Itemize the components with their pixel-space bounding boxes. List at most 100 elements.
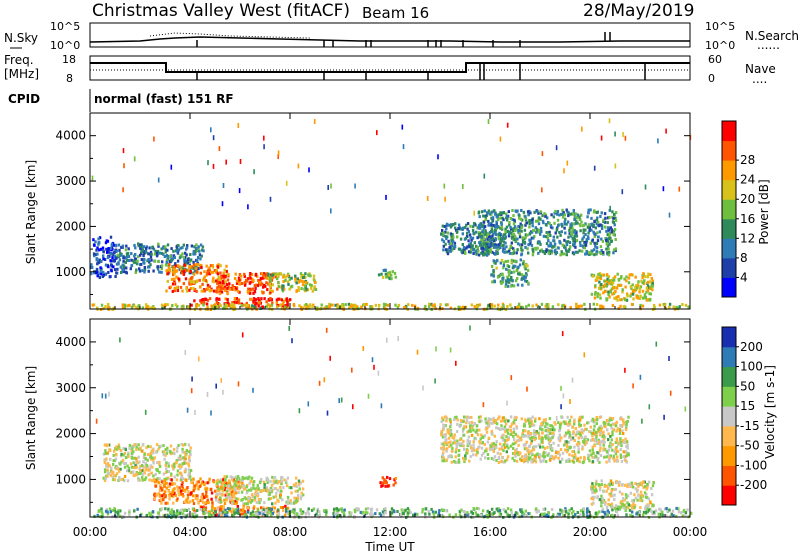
- heatmap-cell: [142, 460, 145, 464]
- heatmap-cell: [268, 491, 271, 495]
- heatmap-cell: [185, 262, 188, 266]
- heatmap-cell: [592, 419, 595, 423]
- heatmap-cell: [539, 217, 542, 221]
- heatmap-cell: [511, 233, 514, 237]
- heatmap-cell: [193, 484, 196, 488]
- heatmap-cell: [480, 246, 483, 250]
- heatmap-cell: [618, 429, 622, 433]
- heatmap-cell: [487, 239, 490, 243]
- heatmap-cell: [563, 226, 566, 230]
- heatmap-cell: [498, 213, 501, 217]
- heatmap-cell: [475, 244, 478, 248]
- heatmap-cell: [203, 270, 206, 274]
- heatmap-cell: [586, 225, 590, 229]
- heatmap-cell: [542, 451, 546, 455]
- nsky-left-tick-top: 10^5: [50, 20, 80, 33]
- colorbar-swatch: [722, 199, 736, 220]
- heatmap-cell: [466, 415, 469, 419]
- heatmap-cell: [202, 300, 206, 304]
- y-tick-label: 3000: [55, 174, 86, 188]
- heatmap-cell: [549, 241, 552, 245]
- heatmap-cell: [530, 449, 533, 453]
- heatmap-cell: [162, 304, 165, 308]
- heatmap-cell: [635, 284, 638, 288]
- heatmap-cell: [104, 305, 107, 309]
- heatmap-cell: [620, 424, 624, 428]
- heatmap-cell: [478, 215, 481, 219]
- heatmap-cell: [549, 447, 552, 451]
- heatmap-cell: [476, 245, 479, 249]
- heatmap-cell: [205, 495, 209, 498]
- heatmap-cell: [587, 453, 590, 457]
- heatmap-cell: [149, 464, 152, 468]
- heatmap-cell: [158, 460, 161, 464]
- heatmap-cell: [215, 492, 218, 496]
- heatmap-cell: [246, 290, 250, 293]
- heatmap-cell: [593, 424, 596, 428]
- heatmap-cell: [152, 448, 155, 452]
- heatmap-cell: [592, 302, 595, 306]
- heatmap-cell: [469, 236, 472, 239]
- heatmap-cell: [445, 449, 448, 453]
- heatmap-cell: [171, 289, 174, 293]
- heatmap-cell: [599, 486, 602, 490]
- heatmap-cell: [480, 433, 483, 437]
- heatmap-cell: [148, 478, 151, 482]
- heatmap-cell: [574, 222, 577, 226]
- heatmap-cell: [177, 248, 181, 252]
- heatmap-cell: [225, 306, 228, 310]
- heatmap-cell: [594, 291, 597, 294]
- heatmap-cell: [269, 497, 272, 500]
- heatmap-cell: [130, 456, 134, 459]
- heatmap-cell: [297, 280, 301, 284]
- heatmap-cell: [532, 228, 535, 232]
- heatmap-cell: [165, 289, 168, 293]
- heatmap-cell: [208, 266, 211, 270]
- heatmap-cell: [167, 470, 170, 473]
- heatmap-cell: [463, 415, 466, 419]
- heatmap-cell: [642, 510, 646, 514]
- heatmap-cell: [528, 421, 531, 425]
- heatmap-cell: [394, 481, 397, 485]
- heatmap-cell: [176, 264, 180, 268]
- heatmap-cell: [505, 218, 509, 222]
- heatmap-cell: [200, 301, 203, 305]
- heatmap-cell: [212, 514, 215, 517]
- heatmap-cell: [240, 304, 243, 307]
- heatmap-cell: [601, 439, 605, 443]
- heatmap-cell: [448, 242, 451, 246]
- heatmap-cell: [571, 436, 575, 440]
- heatmap-cell: [582, 429, 585, 433]
- heatmap-cell: [599, 446, 602, 450]
- heatmap-cell: [499, 216, 502, 220]
- heatmap-cell: [198, 249, 201, 253]
- heatmap-cell: [595, 435, 598, 439]
- heatmap-cell: [568, 247, 571, 251]
- heatmap-cell: [597, 273, 600, 276]
- heatmap-cell: [598, 460, 601, 464]
- heatmap-cell: [123, 264, 126, 268]
- heatmap-cell: [234, 475, 238, 479]
- heatmap-cell: [476, 236, 479, 240]
- heatmap-cell: [619, 424, 622, 427]
- heatmap-cell: [490, 432, 494, 435]
- heatmap-cell: [650, 276, 653, 280]
- heatmap-cell: [447, 454, 451, 458]
- heatmap-cell: [578, 415, 582, 419]
- heatmap-cell: [539, 427, 542, 431]
- heatmap-cell: [505, 438, 509, 442]
- heatmap-cell: [465, 223, 468, 227]
- heatmap-cell: [558, 240, 561, 244]
- heatmap-cell: [217, 500, 220, 504]
- heatmap-cell: [161, 306, 164, 310]
- heatmap-cell: [176, 485, 179, 489]
- heatmap-cell: [157, 242, 160, 246]
- heatmap-cell: [119, 449, 123, 452]
- heatmap-cell: [603, 283, 607, 287]
- heatmap-cell: [562, 420, 566, 424]
- heatmap-cell: [124, 270, 128, 274]
- heatmap-cell: [466, 449, 469, 453]
- heatmap-cell: [215, 297, 218, 301]
- heatmap-cell: [188, 278, 191, 282]
- heatmap-cell: [456, 422, 459, 426]
